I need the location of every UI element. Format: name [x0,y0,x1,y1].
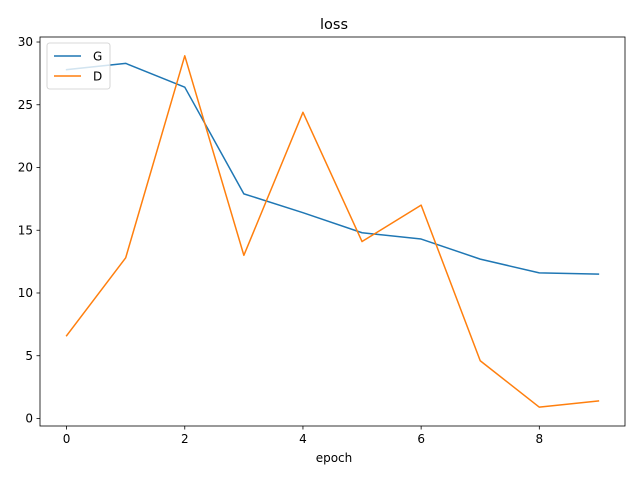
series-layer [65,55,600,408]
series-line-G [65,62,600,275]
legend-label-G: G [93,50,102,64]
legend: GD [46,42,111,90]
y-tick-label: 0 [25,412,33,426]
y-tick-label: 25 [18,98,33,112]
y-tick-label: 15 [18,223,33,237]
x-tick-label: 6 [417,432,425,446]
x-axis-label: epoch [316,451,353,465]
legend-label-D: D [93,70,102,84]
series-line-D [65,55,600,408]
y-tick-label: 10 [18,286,33,300]
y-tick-label: 30 [18,35,33,49]
x-tick-label: 2 [181,432,189,446]
legend-box [46,42,111,90]
axes-layer: 0 2 4 6 8 0 5 10 15 20 25 30 [18,35,626,446]
x-tick-label: 0 [63,432,71,446]
x-tick-label: 8 [535,432,543,446]
x-tick-label: 4 [299,432,307,446]
plot-frame [39,36,626,427]
chart-title: loss [320,17,348,33]
y-tick-label: 20 [18,161,33,175]
y-tick-label: 5 [25,349,33,363]
